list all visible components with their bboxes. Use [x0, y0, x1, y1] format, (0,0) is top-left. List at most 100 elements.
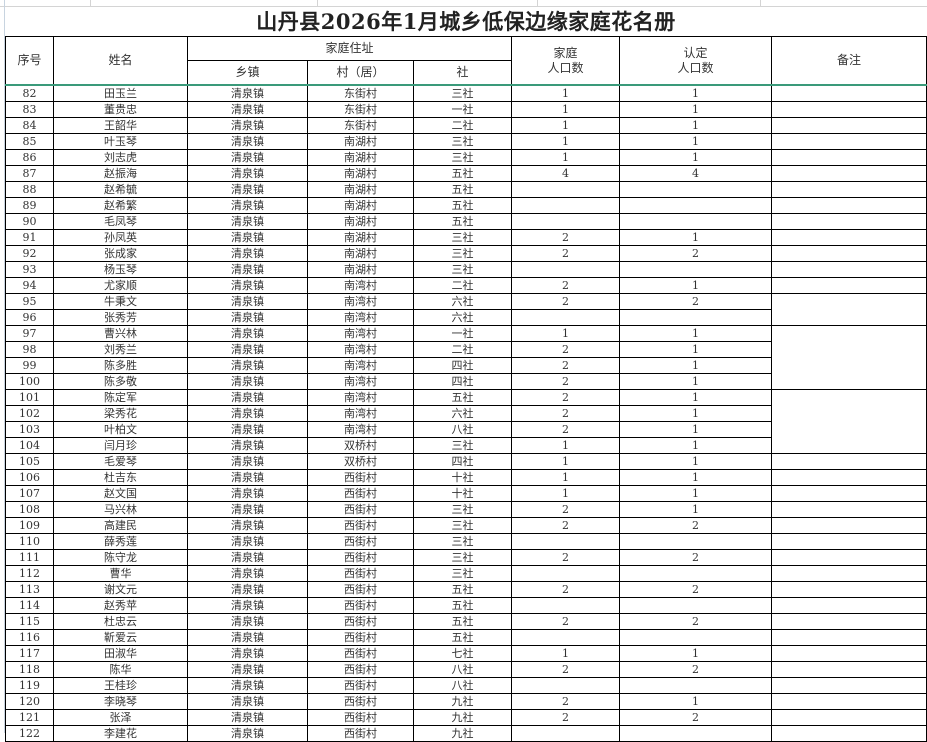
- cell-name[interactable]: 曹华: [53, 565, 188, 582]
- cell-name[interactable]: 刘志虎: [53, 149, 188, 166]
- cell-she[interactable]: 一社: [413, 101, 512, 118]
- cell-name[interactable]: 赵文国: [53, 485, 188, 502]
- cell-village[interactable]: 南湾村: [307, 421, 414, 438]
- cell-seq[interactable]: 105: [5, 453, 54, 470]
- cell-certified-size[interactable]: [619, 213, 772, 230]
- cell-seq[interactable]: 121: [5, 709, 54, 726]
- cell-remarks[interactable]: [770, 645, 927, 662]
- cell-town[interactable]: 清泉镇: [187, 645, 308, 662]
- cell-certified-size[interactable]: 1: [619, 469, 772, 486]
- cell-town[interactable]: 清泉镇: [187, 197, 308, 214]
- cell-household-size[interactable]: 2: [511, 709, 620, 726]
- cell-she[interactable]: 六社: [413, 405, 512, 422]
- cell-name[interactable]: 田淑华: [53, 645, 188, 662]
- cell-remarks[interactable]: [770, 501, 927, 518]
- cell-town[interactable]: 清泉镇: [187, 485, 308, 502]
- cell-village[interactable]: 南湖村: [307, 229, 414, 246]
- cell-remarks[interactable]: [770, 389, 927, 454]
- cell-certified-size[interactable]: 2: [619, 293, 772, 310]
- cell-town[interactable]: 清泉镇: [187, 261, 308, 278]
- cell-town[interactable]: 清泉镇: [187, 437, 308, 454]
- cell-household-size[interactable]: 1: [511, 453, 620, 470]
- cell-she[interactable]: 二社: [413, 277, 512, 294]
- cell-town[interactable]: 清泉镇: [187, 229, 308, 246]
- cell-she[interactable]: 三社: [413, 149, 512, 166]
- cell-household-size[interactable]: 2: [511, 293, 620, 310]
- cell-household-size[interactable]: 2: [511, 229, 620, 246]
- cell-name[interactable]: 李建花: [53, 725, 188, 742]
- cell-remarks[interactable]: [770, 229, 927, 246]
- cell-name[interactable]: 陈定军: [53, 389, 188, 406]
- cell-seq[interactable]: 107: [5, 485, 54, 502]
- cell-she[interactable]: 六社: [413, 293, 512, 310]
- cell-village[interactable]: 西街村: [307, 485, 414, 502]
- cell-name[interactable]: 王韶华: [53, 117, 188, 134]
- cell-village[interactable]: 西街村: [307, 629, 414, 646]
- cell-village[interactable]: 南湾村: [307, 373, 414, 390]
- cell-certified-size[interactable]: [619, 261, 772, 278]
- cell-town[interactable]: 清泉镇: [187, 325, 308, 342]
- cell-household-size[interactable]: [511, 309, 620, 326]
- cell-she[interactable]: 九社: [413, 693, 512, 710]
- cell-seq[interactable]: 110: [5, 533, 54, 550]
- cell-certified-size[interactable]: [619, 533, 772, 550]
- cell-name[interactable]: 赵希繁: [53, 197, 188, 214]
- cell-she[interactable]: 三社: [413, 229, 512, 246]
- cell-village[interactable]: 西街村: [307, 725, 414, 742]
- cell-village[interactable]: 西街村: [307, 677, 414, 694]
- cell-village[interactable]: 南湖村: [307, 197, 414, 214]
- cell-household-size[interactable]: [511, 597, 620, 614]
- cell-household-size[interactable]: 2: [511, 693, 620, 710]
- cell-seq[interactable]: 85: [5, 133, 54, 150]
- cell-name[interactable]: 张秀芳: [53, 309, 188, 326]
- cell-village[interactable]: 东街村: [307, 101, 414, 118]
- cell-household-size[interactable]: 1: [511, 84, 620, 102]
- cell-remarks[interactable]: [770, 565, 927, 582]
- cell-remarks[interactable]: [770, 213, 927, 230]
- cell-seq[interactable]: 114: [5, 597, 54, 614]
- cell-village[interactable]: 西街村: [307, 469, 414, 486]
- cell-seq[interactable]: 90: [5, 213, 54, 230]
- cell-certified-size[interactable]: 1: [619, 373, 772, 390]
- cell-name[interactable]: 孙凤英: [53, 229, 188, 246]
- cell-household-size[interactable]: 2: [511, 357, 620, 374]
- cell-name[interactable]: 赵振海: [53, 165, 188, 182]
- cell-name[interactable]: 毛凤琴: [53, 213, 188, 230]
- cell-town[interactable]: 清泉镇: [187, 549, 308, 566]
- cell-remarks[interactable]: [770, 117, 927, 134]
- cell-town[interactable]: 清泉镇: [187, 725, 308, 742]
- cell-remarks[interactable]: [770, 101, 927, 118]
- cell-name[interactable]: 靳爱云: [53, 629, 188, 646]
- cell-remarks[interactable]: [770, 197, 927, 214]
- cell-household-size[interactable]: 1: [511, 437, 620, 454]
- cell-seq[interactable]: 120: [5, 693, 54, 710]
- cell-name[interactable]: 曹兴林: [53, 325, 188, 342]
- cell-name[interactable]: 杜吉东: [53, 469, 188, 486]
- cell-name[interactable]: 刘秀兰: [53, 341, 188, 358]
- cell-remarks[interactable]: [770, 661, 927, 678]
- cell-she[interactable]: 八社: [413, 661, 512, 678]
- cell-certified-size[interactable]: [619, 629, 772, 646]
- cell-she[interactable]: 五社: [413, 389, 512, 406]
- cell-name[interactable]: 杨玉琴: [53, 261, 188, 278]
- cell-household-size[interactable]: 2: [511, 613, 620, 630]
- cell-village[interactable]: 西街村: [307, 645, 414, 662]
- cell-village[interactable]: 南湾村: [307, 405, 414, 422]
- cell-she[interactable]: 五社: [413, 613, 512, 630]
- cell-town[interactable]: 清泉镇: [187, 501, 308, 518]
- cell-town[interactable]: 清泉镇: [187, 581, 308, 598]
- cell-name[interactable]: 李晓琴: [53, 693, 188, 710]
- cell-seq[interactable]: 102: [5, 405, 54, 422]
- cell-certified-size[interactable]: [619, 565, 772, 582]
- cell-certified-size[interactable]: 4: [619, 165, 772, 182]
- cell-name[interactable]: 闫月珍: [53, 437, 188, 454]
- cell-seq[interactable]: 95: [5, 293, 54, 310]
- cell-remarks[interactable]: [770, 149, 927, 166]
- cell-she[interactable]: 六社: [413, 309, 512, 326]
- cell-seq[interactable]: 122: [5, 725, 54, 742]
- cell-village[interactable]: 西街村: [307, 597, 414, 614]
- cell-town[interactable]: 清泉镇: [187, 133, 308, 150]
- cell-name[interactable]: 薛秀莲: [53, 533, 188, 550]
- cell-she[interactable]: 四社: [413, 357, 512, 374]
- cell-town[interactable]: 清泉镇: [187, 405, 308, 422]
